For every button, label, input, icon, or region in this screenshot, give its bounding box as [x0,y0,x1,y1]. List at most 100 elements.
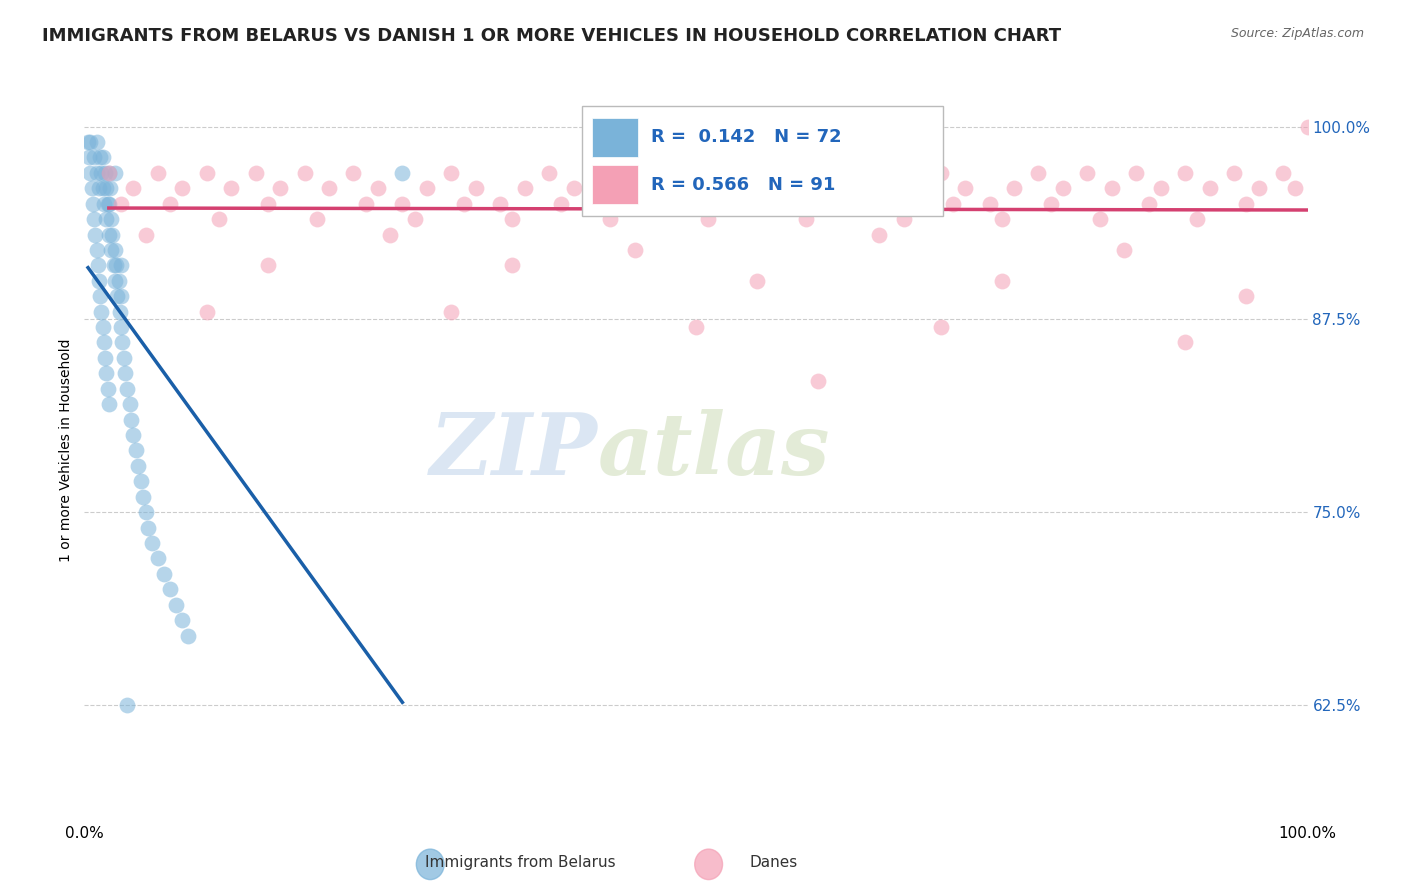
Point [453,196,475,211]
Point [107,274,129,288]
Point [1088,212,1111,227]
Point [648,196,671,211]
Point [83,212,105,227]
Point [146,551,169,566]
Point [172,613,194,627]
Point [502,212,524,227]
Point [110,320,132,334]
Point [513,181,536,195]
Point [257,258,280,272]
Point [440,166,463,180]
Point [97,382,120,396]
Point [120,412,142,426]
Point [1272,166,1295,180]
Point [1296,120,1319,134]
Point [1039,196,1062,211]
Point [991,212,1014,227]
Point [195,166,218,180]
Point [1114,243,1136,257]
Y-axis label: 1 or more Vehicles in Household: 1 or more Vehicles in Household [59,339,73,562]
Point [929,166,952,180]
Point [1174,166,1197,180]
Point [104,166,127,180]
Point [108,304,131,318]
Point [100,212,122,227]
Point [624,243,647,257]
Point [783,196,806,211]
Point [893,212,915,227]
Point [110,258,132,272]
Point [953,181,976,195]
Point [1125,166,1147,180]
Point [136,520,159,534]
Point [87,274,110,288]
Point [1002,181,1025,195]
Point [294,166,316,180]
Point [132,490,155,504]
Point [177,628,200,642]
Point [141,536,163,550]
Point [1101,181,1123,195]
Point [86,166,108,180]
Point [734,166,756,180]
Point [1137,196,1160,211]
Point [129,475,152,489]
Point [97,166,120,180]
Point [87,258,110,272]
Point [118,397,141,411]
Point [318,181,340,195]
Point [697,212,720,227]
Point [159,196,181,211]
Point [794,212,817,227]
Point [87,181,110,195]
Point [1052,181,1074,195]
Point [86,243,108,257]
Point [83,150,105,164]
Point [1223,166,1246,180]
Point [599,212,621,227]
Point [844,196,866,211]
Point [979,196,1001,211]
Bar [592,165,638,204]
Point [636,166,658,180]
Point [135,227,157,242]
Point [1284,181,1306,195]
Point [709,181,731,195]
Point [89,289,111,303]
Point [440,304,463,318]
Point [96,367,118,381]
Point [79,166,101,180]
Point [661,181,683,195]
Point [84,227,107,242]
Point [98,181,121,195]
Text: Immigrants from Belarus: Immigrants from Belarus [425,855,616,870]
Point [380,227,402,242]
Point [146,166,169,180]
Point [1187,212,1209,227]
Point [105,258,128,272]
Point [91,320,114,334]
Text: R = 0.566   N = 91: R = 0.566 N = 91 [651,176,835,194]
Point [93,335,115,350]
Point [416,181,439,195]
Point [104,274,127,288]
Point [91,181,114,195]
Text: atlas: atlas [598,409,831,492]
Point [93,196,115,211]
Point [135,505,157,519]
Point [562,181,585,195]
Point [869,227,891,242]
Point [79,135,101,149]
Point [807,374,830,388]
Point [538,166,561,180]
Point [1236,289,1258,303]
Point [97,196,120,211]
FancyBboxPatch shape [582,106,943,216]
Point [929,320,952,334]
Point [97,166,120,180]
Point [305,212,328,227]
Point [1076,166,1098,180]
Point [94,351,117,365]
Point [104,243,127,257]
Point [77,135,100,149]
